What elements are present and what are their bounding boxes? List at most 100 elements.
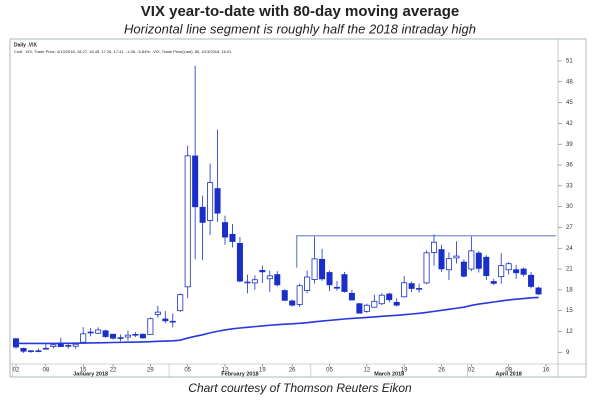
x-tick-label: 22	[110, 368, 117, 374]
candle-body	[311, 258, 318, 280]
candle-body	[177, 294, 184, 312]
candle-body	[259, 270, 266, 273]
candle-body	[244, 281, 251, 284]
x-tick-label: 02	[468, 368, 475, 374]
candle-body	[378, 294, 385, 305]
x-tick-label: 05	[326, 368, 333, 374]
panel-title: Daily .VIX	[14, 42, 37, 48]
candle-body	[431, 241, 438, 253]
candle-body	[139, 333, 146, 339]
x-tick-label: 16	[543, 368, 550, 374]
candle-body	[475, 252, 482, 269]
candle-body	[274, 274, 281, 286]
y-tick-label: 12	[566, 329, 573, 335]
candle-body	[416, 288, 423, 290]
candle-body	[348, 292, 355, 301]
x-tick-label: 08	[43, 368, 50, 374]
candle-body	[214, 188, 221, 214]
y-tick-label: 24	[566, 246, 573, 252]
source-note: Chart courtesy of Thomson Reuters Eikon	[188, 381, 412, 395]
candle-body	[42, 347, 49, 350]
y-tick-label: 15	[566, 308, 573, 314]
candle-body	[80, 333, 87, 343]
y-tick-label: 9	[566, 350, 570, 356]
plot-frame	[9, 38, 587, 378]
chart-subtitle: Horizontal line segment is roughly half …	[124, 21, 476, 36]
candle-body	[102, 330, 109, 337]
legend-text: Cndl, .VIX, Trade Price, 4/13/2018, 18.2…	[14, 49, 232, 54]
y-tick-label: 36	[566, 163, 573, 169]
x-tick-label: 26	[289, 368, 296, 374]
y-tick-label: 21	[566, 267, 573, 273]
candle-body	[371, 300, 378, 308]
candle-body	[520, 268, 527, 275]
candle-body	[162, 318, 169, 322]
y-tick-label: 48	[566, 79, 573, 85]
candle-body	[266, 275, 273, 280]
y-tick-label: 51	[566, 59, 573, 65]
candle-body	[363, 304, 370, 312]
candle-body	[326, 272, 333, 286]
candle-body	[184, 155, 191, 288]
candle-body	[386, 293, 393, 301]
y-tick-label: 30	[566, 204, 573, 210]
candle-body	[222, 222, 229, 238]
month-label: March 2018	[374, 371, 404, 377]
y-tick-label: 45	[566, 100, 573, 106]
candle-body	[281, 290, 288, 301]
y-tick-label: 27	[566, 225, 573, 231]
chart-title: VIX year-to-date with 80-day moving aver…	[141, 3, 459, 20]
candle-body	[229, 233, 236, 242]
candle-body	[401, 282, 408, 298]
candle-body	[490, 281, 497, 284]
month-label: February 2018	[221, 371, 258, 377]
candle-body	[50, 344, 57, 347]
candle-body	[117, 337, 124, 339]
candle-body	[423, 252, 430, 284]
y-tick-label: 42	[566, 121, 573, 127]
y-tick-label: 18	[566, 287, 573, 293]
candle-body	[154, 311, 161, 315]
candle-body	[445, 258, 452, 271]
candle-body	[124, 334, 131, 338]
candle-body	[393, 301, 400, 306]
candle-body	[192, 155, 199, 208]
month-label: April 2018	[496, 371, 522, 377]
candle-body	[513, 269, 520, 274]
candle-body	[296, 285, 303, 305]
candle-body	[147, 318, 154, 336]
candle-body	[498, 265, 505, 278]
candle-body	[72, 343, 79, 347]
candle-body	[483, 256, 490, 276]
x-tick-label: 12	[222, 368, 229, 374]
x-tick-label: 09	[505, 368, 512, 374]
candle-body	[169, 320, 176, 323]
x-tick-label: 26	[438, 368, 445, 374]
candle-body	[95, 329, 102, 334]
x-tick-label: 19	[259, 368, 266, 374]
y-tick-label: 33	[566, 183, 573, 189]
candle-body	[528, 274, 535, 287]
candle-body	[468, 250, 475, 270]
x-tick-label: 15	[80, 368, 87, 374]
candle-body	[87, 331, 94, 334]
candle-body	[132, 333, 139, 336]
candle-body	[65, 345, 72, 347]
x-tick-label: 19	[401, 368, 408, 374]
candle-body	[505, 263, 512, 271]
level-line	[296, 235, 556, 268]
candle-body	[453, 255, 460, 259]
candle-body	[199, 206, 206, 223]
candle-body	[356, 303, 363, 314]
candle-body	[535, 287, 542, 295]
moving-average-line	[15, 296, 539, 345]
candle-body	[27, 350, 34, 352]
candle-body	[460, 261, 467, 277]
candle-body	[251, 279, 258, 284]
candle-body	[304, 276, 311, 291]
candle-body	[319, 258, 326, 280]
candle-body	[236, 242, 243, 282]
candle-body	[289, 300, 296, 306]
month-label: January 2018	[73, 371, 108, 377]
